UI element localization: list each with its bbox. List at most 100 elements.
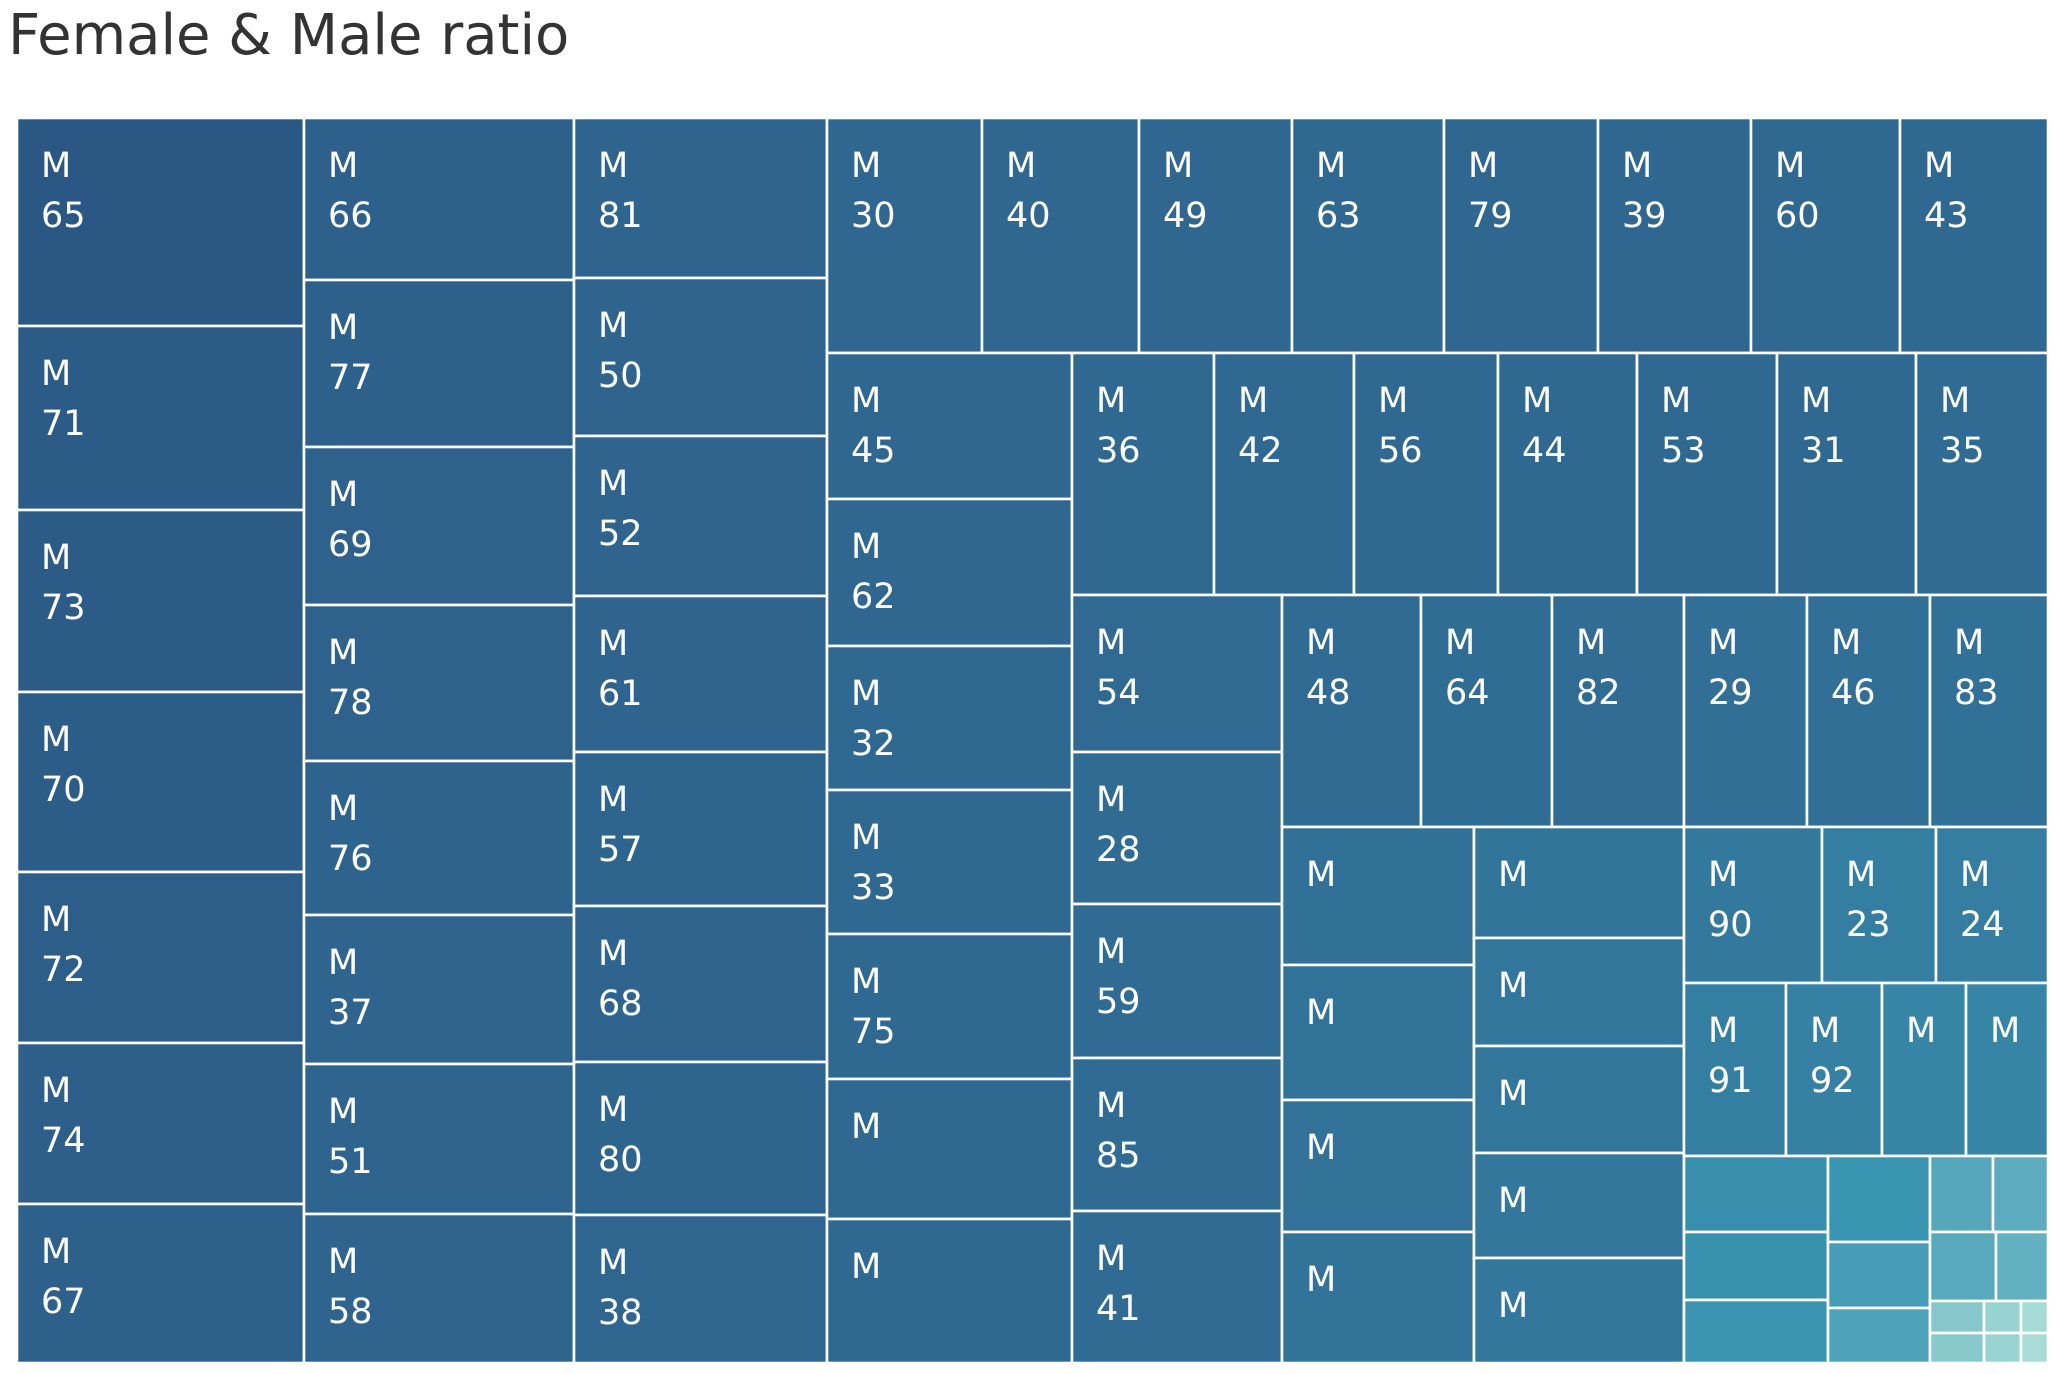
treemap-tile-rect — [1596, 116, 1753, 355]
tile-age-label: 40 — [1006, 196, 1051, 236]
tile-age-label: 75 — [851, 1012, 896, 1052]
treemap-tile: M — [1472, 1256, 1686, 1365]
tile-age-label: 29 — [1708, 673, 1753, 713]
treemap-tile-rect — [302, 1212, 576, 1365]
tile-gender-label: M — [851, 1247, 881, 1287]
treemap-tile: M 65 — [15, 116, 306, 328]
tile-gender-label: M — [851, 1107, 881, 1147]
tile-gender-label: M — [1708, 623, 1738, 663]
treemap-tile — [1928, 1154, 1995, 1234]
treemap-tile — [2019, 1299, 2050, 1335]
treemap-tile: M 63 — [1290, 116, 1446, 355]
treemap-tile: M 74 — [15, 1041, 306, 1206]
tile-age-label: 91 — [1708, 1061, 1753, 1101]
tile-gender-label: M — [1810, 1011, 1840, 1051]
treemap-tile: M 85 — [1070, 1056, 1284, 1213]
tile-gender-label: M — [851, 674, 881, 714]
tile-gender-label: M — [1498, 1181, 1528, 1221]
tile-age-label: 42 — [1238, 431, 1283, 471]
tile-age-label: 24 — [1960, 905, 2005, 945]
tile-gender-label: M — [328, 308, 358, 348]
treemap-tile-rect — [1472, 1044, 1686, 1155]
tile-gender-label: M — [1006, 146, 1036, 186]
treemap-tile-rect — [572, 116, 829, 280]
treemap-tile-rect — [1070, 1056, 1284, 1213]
tile-gender-label: M — [1906, 1011, 1936, 1051]
tile-gender-label: M — [41, 720, 71, 760]
treemap-tile-rect — [825, 351, 1074, 501]
tile-gender-label: M — [1846, 855, 1876, 895]
treemap-tile: M 72 — [15, 870, 306, 1045]
treemap-tile: M 29 — [1682, 593, 1809, 829]
treemap-tile: M 64 — [1419, 593, 1554, 829]
tile-gender-label: M — [1096, 780, 1126, 820]
treemap-tile: M — [1472, 936, 1686, 1048]
treemap-tile: M — [1472, 825, 1686, 940]
tile-gender-label: M — [1378, 381, 1408, 421]
tile-age-label: 70 — [41, 770, 86, 810]
treemap-tile: M 75 — [825, 932, 1074, 1081]
treemap-tile-rect — [1070, 1209, 1284, 1365]
treemap-tile: M — [1472, 1044, 1686, 1155]
treemap-tile-rect — [2019, 1299, 2050, 1335]
tile-age-label: 52 — [598, 514, 643, 554]
treemap-tile: M 56 — [1352, 351, 1500, 597]
tile-age-label: 66 — [328, 196, 373, 236]
treemap-tile: M 57 — [572, 750, 829, 908]
treemap-tile-rect — [1352, 351, 1500, 597]
treemap-tile: M 81 — [572, 116, 829, 280]
treemap-tile: M 73 — [15, 508, 306, 694]
treemap-tile-rect — [1994, 1230, 2050, 1303]
treemap-tile-rect — [1682, 593, 1809, 829]
treemap-tile-rect — [1280, 593, 1423, 829]
treemap-tile: M 30 — [825, 116, 984, 355]
treemap-tile-rect — [1880, 981, 1968, 1158]
treemap-tile: M 67 — [15, 1202, 306, 1365]
tile-age-label: 64 — [1445, 673, 1490, 713]
treemap-tile-rect — [1982, 1299, 2023, 1335]
treemap-tile-rect — [1280, 963, 1476, 1102]
treemap-tile: M 60 — [1749, 116, 1902, 355]
tile-gender-label: M — [1306, 993, 1336, 1033]
treemap-tile-rect — [825, 1217, 1074, 1365]
treemap-tile: M 32 — [825, 644, 1074, 792]
treemap-tile: M 35 — [1914, 351, 2050, 597]
treemap-tile-rect — [980, 116, 1141, 355]
treemap-tile-rect — [302, 759, 576, 917]
treemap-tile: M — [825, 1077, 1074, 1221]
tile-gender-label: M — [1498, 1286, 1528, 1326]
tile-age-label: 83 — [1954, 673, 1999, 713]
treemap-tile: M — [1280, 825, 1476, 967]
tile-gender-label: M — [328, 1242, 358, 1282]
treemap-tile-rect — [1826, 1154, 1932, 1244]
treemap-tile: M 77 — [302, 278, 576, 449]
tile-gender-label: M — [598, 306, 628, 346]
treemap-tile-rect — [825, 497, 1074, 648]
treemap-tile: M — [825, 1217, 1074, 1365]
treemap-tile: M — [1280, 963, 1476, 1102]
treemap-tile-rect — [1682, 1298, 1830, 1365]
tile-age-label: 35 — [1940, 431, 1985, 471]
tile-age-label: 65 — [41, 196, 86, 236]
tile-gender-label: M — [1622, 146, 1652, 186]
tile-age-label: 32 — [851, 724, 896, 764]
tile-age-label: 38 — [598, 1293, 643, 1333]
tile-gender-label: M — [41, 354, 71, 394]
chart-title: Female & Male ratio — [8, 3, 570, 68]
tile-gender-label: M — [41, 1232, 71, 1272]
treemap-tile: M 69 — [302, 445, 576, 607]
tile-gender-label: M — [1238, 381, 1268, 421]
treemap-tile-rect — [572, 904, 829, 1064]
tile-age-label: 60 — [1775, 196, 1820, 236]
tile-gender-label: M — [598, 624, 628, 664]
treemap-tile: M 42 — [1212, 351, 1356, 597]
treemap-tile-rect — [1070, 902, 1284, 1060]
tile-gender-label: M — [1661, 381, 1691, 421]
treemap-tile-rect — [1442, 116, 1600, 355]
treemap-tile-rect — [572, 594, 829, 754]
treemap-tile-rect — [1290, 116, 1446, 355]
treemap-tile-rect — [825, 116, 984, 355]
treemap-tile-rect — [1137, 116, 1294, 355]
treemap-tile-rect — [572, 434, 829, 598]
treemap-tile-rect — [1775, 351, 1918, 597]
